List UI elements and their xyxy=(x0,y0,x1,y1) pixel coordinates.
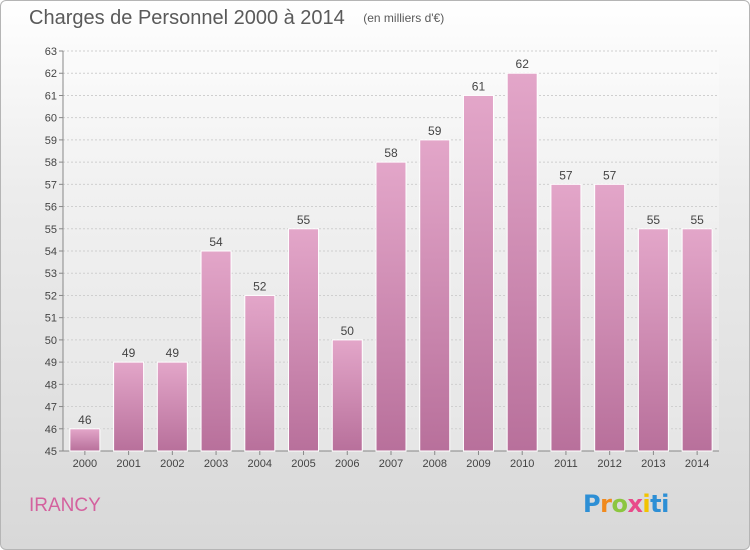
data-label: 50 xyxy=(341,324,355,338)
x-tick-label: 2010 xyxy=(510,458,534,470)
x-tick-label: 2013 xyxy=(641,458,665,470)
y-tick-label: 60 xyxy=(45,113,57,125)
x-tick-label: 2000 xyxy=(73,458,97,470)
data-label: 55 xyxy=(690,213,704,227)
y-tick-label: 55 xyxy=(45,224,57,236)
data-label: 55 xyxy=(647,213,661,227)
x-tick-label: 2007 xyxy=(379,458,403,470)
bar xyxy=(156,361,188,452)
bar xyxy=(113,361,145,452)
x-tick-label: 2006 xyxy=(335,458,359,470)
y-tick-label: 52 xyxy=(45,290,57,302)
title-row: Charges de Personnel 2000 à 2014 (en mil… xyxy=(29,7,444,30)
y-tick-label: 56 xyxy=(45,202,57,214)
y-tick-label: 53 xyxy=(45,268,57,280)
x-tick-label: 2003 xyxy=(204,458,228,470)
x-tick-label: 2008 xyxy=(422,458,446,470)
bar xyxy=(506,72,538,452)
x-tick-label: 2002 xyxy=(160,458,184,470)
y-tick-label: 63 xyxy=(45,46,57,58)
data-label: 57 xyxy=(603,168,617,182)
x-tick-label: 2005 xyxy=(291,458,315,470)
data-label: 58 xyxy=(384,146,398,160)
y-tick-label: 57 xyxy=(45,179,57,191)
data-label: 54 xyxy=(209,235,223,249)
bar xyxy=(331,339,363,452)
data-label: 52 xyxy=(253,279,267,293)
y-tick-label: 58 xyxy=(45,157,57,169)
bar xyxy=(419,139,451,452)
x-tick-label: 2012 xyxy=(597,458,621,470)
y-tick-label: 59 xyxy=(45,135,57,147)
y-tick-label: 62 xyxy=(45,68,57,80)
logo-letter: o xyxy=(611,490,628,518)
data-label: 49 xyxy=(122,346,136,360)
chart-title: Charges de Personnel 2000 à 2014 xyxy=(29,7,345,29)
bar xyxy=(69,428,101,452)
data-label: 61 xyxy=(472,79,486,93)
x-tick-label: 2009 xyxy=(466,458,490,470)
bar xyxy=(594,183,626,452)
logo-letter: P xyxy=(583,490,601,518)
logo-letter: i xyxy=(642,490,651,518)
bar xyxy=(244,294,276,452)
x-tick-label: 2014 xyxy=(685,458,709,470)
data-label: 55 xyxy=(297,213,311,227)
bar xyxy=(200,250,232,452)
y-tick-label: 51 xyxy=(45,313,57,325)
bar xyxy=(462,94,494,452)
proxiti-logo: Proxiti xyxy=(583,490,669,518)
logo-letter: x xyxy=(627,490,643,518)
data-label: 57 xyxy=(559,168,573,182)
bar xyxy=(681,228,713,452)
x-tick-label: 2001 xyxy=(116,458,140,470)
y-tick-label: 48 xyxy=(45,379,57,391)
x-tick-label: 2004 xyxy=(248,458,272,470)
bar xyxy=(550,183,582,452)
x-tick-label: 2011 xyxy=(554,458,578,470)
commune-name: IRANCY xyxy=(29,495,101,516)
data-label: 46 xyxy=(78,413,92,427)
y-tick-label: 49 xyxy=(45,357,57,369)
y-tick-label: 47 xyxy=(45,402,57,414)
y-tick-label: 61 xyxy=(45,90,57,102)
bar xyxy=(375,161,407,452)
data-label: 49 xyxy=(166,346,180,360)
data-label: 62 xyxy=(516,57,530,71)
data-label: 59 xyxy=(428,124,442,138)
bar xyxy=(288,228,320,452)
y-tick-label: 50 xyxy=(45,335,57,347)
chart-subtitle: (en milliers d'€) xyxy=(363,11,445,25)
y-tick-label: 45 xyxy=(45,446,57,458)
logo-letter: r xyxy=(600,490,612,518)
logo-letter: ti xyxy=(650,490,669,518)
y-tick-label: 54 xyxy=(45,246,57,258)
bar xyxy=(637,228,669,452)
y-tick-label: 46 xyxy=(45,424,57,436)
